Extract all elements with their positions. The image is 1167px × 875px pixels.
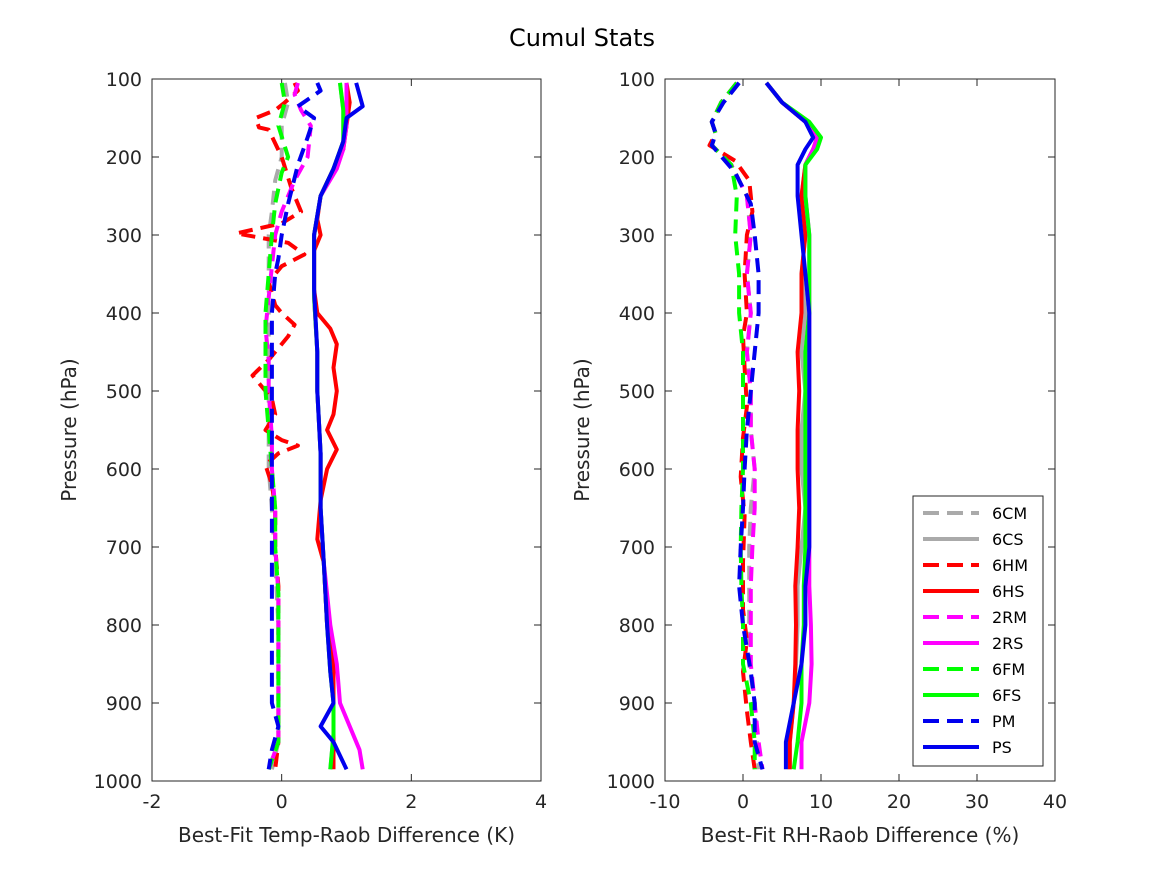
y-axis-label: Pressure (hPa) (570, 358, 594, 501)
y-tick-label: 100 (106, 69, 142, 91)
legend-label-6fs: 6FS (992, 686, 1021, 705)
series-group (707, 81, 823, 770)
x-tick-label: -2 (143, 791, 162, 813)
series-line-pm (709, 81, 765, 770)
y-tick-label: 400 (106, 303, 142, 325)
y-tick-label: 200 (619, 147, 655, 169)
y-tick-label: 1000 (607, 771, 655, 793)
series-line-pm (266, 82, 323, 770)
legend-label-6cs: 6CS (992, 530, 1024, 549)
series-line-6fm (263, 82, 291, 770)
x-axis-label: Best-Fit Temp-Raob Difference (K) (178, 823, 515, 847)
legend-label-6fm: 6FM (992, 660, 1025, 679)
x-tick-label: 0 (737, 791, 749, 813)
y-tick-label: 100 (619, 69, 655, 91)
y-tick-label: 200 (106, 147, 142, 169)
y-tick-label: 400 (619, 303, 655, 325)
y-tick-label: 800 (106, 615, 142, 637)
series-line-6cm (266, 82, 291, 770)
legend-label-6cm: 6CM (992, 504, 1027, 523)
x-tick-label: 4 (535, 791, 547, 813)
legend: 6CM 6CS 6HM 6HS 2RM 2RS 6FM 6FS PM PS (912, 495, 1044, 767)
temp-difference-panel: -2 0 2 4 100 200 300 400 500 600 700 800 900 1000 Best… (57, 69, 547, 847)
x-tick-label: 40 (1043, 791, 1067, 813)
y-tick-label: 800 (619, 615, 655, 637)
y-axis-label: Pressure (hPa) (57, 358, 81, 501)
plot-area-frame (151, 78, 542, 782)
y-tick-label: 500 (619, 381, 655, 403)
y-tick-label: 700 (106, 537, 142, 559)
series-line-ps (312, 82, 365, 771)
legend-label-ps: PS (992, 738, 1012, 757)
plot-area-frame (664, 78, 1056, 782)
x-tick-label: 30 (965, 791, 989, 813)
series-line-ps (764, 81, 816, 770)
legend-label-2rs: 2RS (992, 634, 1023, 653)
y-tick-label: 500 (106, 381, 142, 403)
legend-label-6hm: 6HM (992, 556, 1028, 575)
x-axis-label: Best-Fit RH-Raob Difference (%) (701, 823, 1020, 847)
x-tick-label: 10 (809, 791, 833, 813)
legend-label-pm: PM (992, 712, 1015, 731)
legend-label-2rm: 2RM (992, 608, 1027, 627)
x-tick-label: 20 (887, 791, 911, 813)
y-tick-label: 600 (106, 459, 142, 481)
y-tick-label: 900 (619, 693, 655, 715)
y-tick-label: 600 (619, 459, 655, 481)
rh-difference-panel: -10 0 10 20 30 40 100 200 300 400 500 600 700 800 900 1… (570, 69, 1067, 847)
legend-label-6hs: 6HS (992, 582, 1024, 601)
x-tick-label: -10 (649, 791, 680, 813)
x-tick-label: 0 (276, 791, 288, 813)
y-tick-label: 300 (619, 225, 655, 247)
figure-title: Cumul Stats (509, 24, 655, 52)
y-tick-label: 700 (619, 537, 655, 559)
y-tick-label: 300 (106, 225, 142, 247)
series-line-6fm (709, 81, 757, 770)
x-tick-label: 2 (405, 791, 417, 813)
series-group (234, 82, 365, 771)
series-line-2rm (263, 82, 313, 770)
y-tick-label: 1000 (94, 771, 142, 793)
series-line-2rm (709, 81, 765, 770)
y-tick-label: 900 (106, 693, 142, 715)
